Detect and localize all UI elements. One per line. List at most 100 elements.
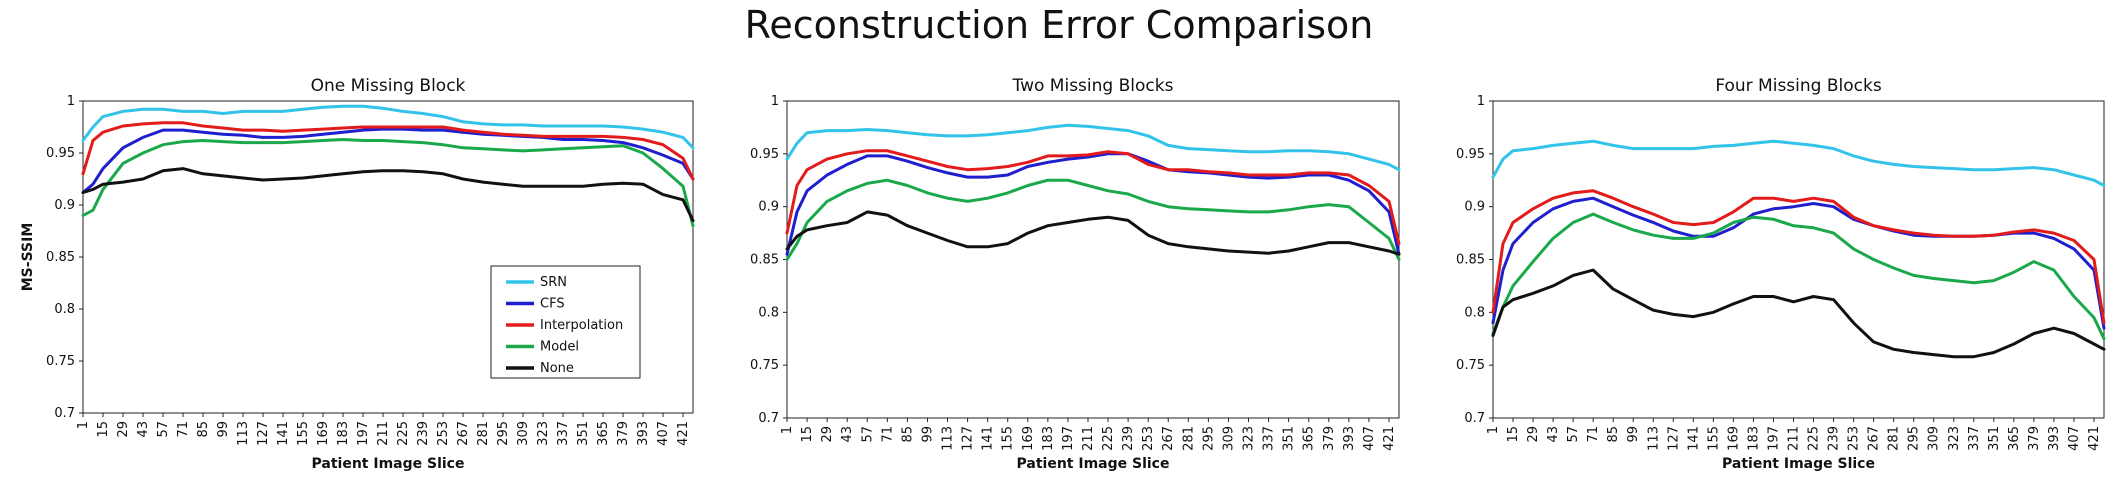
x-tick-label: 183 [1746,426,1761,451]
x-tick-label: 57 [156,421,171,438]
x-tick-label: 295 [1201,426,1216,451]
figure-title: Reconstruction Error Comparison [745,3,1374,47]
series-line-srn [1491,139,2106,187]
series-line-srn [785,123,1401,172]
x-tick-label: 281 [476,421,491,446]
x-tick-label: 85 [900,426,915,443]
series-line-srn [81,104,695,150]
series-line-model [785,178,1401,261]
x-tick-label: 197 [1061,426,1076,451]
chart-panels: One Missing Block0.70.750.80.850.90.9511… [20,76,2106,472]
x-tick-label: 113 [941,426,956,451]
x-tick-label: 29 [116,421,131,438]
x-tick-label: 1 [1486,426,1501,434]
x-tick-label: 15 [1506,426,1521,443]
x-tick-label: 281 [1181,426,1196,451]
series-line-interpolation [1491,189,2106,325]
x-tick-label: 421 [2087,426,2102,451]
x-tick-label: 211 [1786,426,1801,451]
x-tick-label: 267 [1161,426,1176,451]
y-tick-label: 0.95 [750,147,779,162]
x-tick-label: 393 [1342,426,1357,451]
x-tick-label: 1 [780,426,795,434]
y-tick-label: 0.75 [46,354,75,369]
x-tick-label: 253 [436,421,451,446]
x-tick-label: 141 [276,421,291,446]
legend-entry: Interpolation [540,318,623,333]
x-tick-label: 295 [1907,426,1922,451]
chart-panel-3: Four Missing Blocks 0.7 0.75 0.8 0.85 0.9 0.95… [1456,76,2106,472]
chart-panel-1: One Missing Block0.70.750.80.850.90.9511… [20,76,695,472]
x-tick-label: 141 [981,426,996,451]
y-tick-label: 0.8 [1464,305,1485,320]
x-tick-label: 225 [1807,426,1822,451]
x-tick-label: 393 [2047,426,2062,451]
y-tick-label: 0.9 [1464,200,1485,215]
x-tick-label: 99 [216,421,231,438]
x-tick-label: 43 [136,421,151,438]
x-tick-label: 351 [1987,426,2002,451]
y-tick-label: 1 [67,94,75,109]
x-tick-label: 309 [516,421,531,446]
x-tick-label: 57 [860,426,875,443]
series-line-cfs [81,127,695,194]
x-tick-label: 43 [1546,426,1561,443]
y-tick-label: 0.75 [750,358,779,373]
series-line-interpolation [785,149,1401,246]
series-line-interpolation [81,121,695,181]
y-tick-label: 0.95 [1456,147,1485,162]
x-tick-label: 197 [1766,426,1781,451]
x-tick-label: 169 [316,421,331,446]
x-tick-label: 15 [96,421,111,438]
y-tick-label: 0.9 [54,198,75,213]
x-tick-label: 365 [2007,426,2022,451]
y-tick-label: 0.85 [1456,253,1485,268]
x-tick-label: 407 [1362,426,1377,451]
y-tick-label: 0.8 [758,305,779,320]
x-tick-label: 211 [1081,426,1096,451]
series-line-cfs [785,152,1401,256]
x-tick-label: 169 [1021,426,1036,451]
series-line-none [1491,268,2106,359]
legend-entry: CFS [540,297,565,312]
x-tick-label: 113 [1646,426,1661,451]
x-tick-label: 253 [1847,426,1862,451]
x-tick-label: 295 [496,421,511,446]
legend: SRN CFS Interpolation Model None [490,265,641,379]
x-tick-label: 85 [196,421,211,438]
y-tick-label: 1 [771,94,779,109]
x-tick-label: 309 [1221,426,1236,451]
x-tick-label: 183 [1041,426,1056,451]
x-tick-label: 155 [1001,426,1016,451]
series-line-model [81,138,695,228]
x-tick-label: 281 [1887,426,1902,451]
x-tick-label: 365 [1302,426,1317,451]
y-tick-label: 0.85 [46,250,75,265]
series-line-none [785,210,1401,256]
x-tick-label: 351 [1282,426,1297,451]
legend-entry: Model [540,340,579,355]
x-tick-label: 267 [1867,426,1882,451]
x-tick-label: 323 [536,421,551,446]
x-tick-label: 29 [1526,426,1541,443]
x-tick-label: 337 [1967,426,1982,451]
x-tick-label: 127 [1666,426,1681,451]
x-tick-label: 71 [880,426,895,443]
x-tick-label: 421 [676,421,691,446]
series-line-none [81,167,695,223]
y-axis-label: MS-SSIM [20,223,36,292]
plot-frame [786,100,1400,419]
x-tick-label: 239 [1827,426,1842,451]
y-tick-label: 0.9 [758,200,779,215]
legend-box [490,265,641,379]
panel-title: Two Missing Blocks [1012,76,1174,96]
x-tick-label: 99 [1626,426,1641,443]
x-tick-label: 225 [1101,426,1116,451]
x-tick-label: 99 [920,426,935,443]
x-tick-label: 407 [2067,426,2082,451]
x-tick-label: 211 [376,421,391,446]
x-tick-label: 379 [616,421,631,446]
y-tick-label: 1 [1477,94,1485,109]
x-tick-label: 337 [556,421,571,446]
